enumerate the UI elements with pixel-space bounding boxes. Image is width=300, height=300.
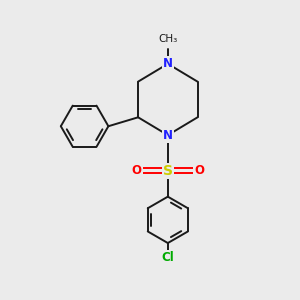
- Text: S: S: [163, 164, 173, 178]
- Text: CH₃: CH₃: [158, 34, 178, 44]
- Text: N: N: [163, 57, 173, 70]
- Text: N: N: [163, 129, 173, 142]
- Text: Cl: Cl: [161, 251, 174, 264]
- Text: O: O: [194, 164, 204, 177]
- Text: O: O: [132, 164, 142, 177]
